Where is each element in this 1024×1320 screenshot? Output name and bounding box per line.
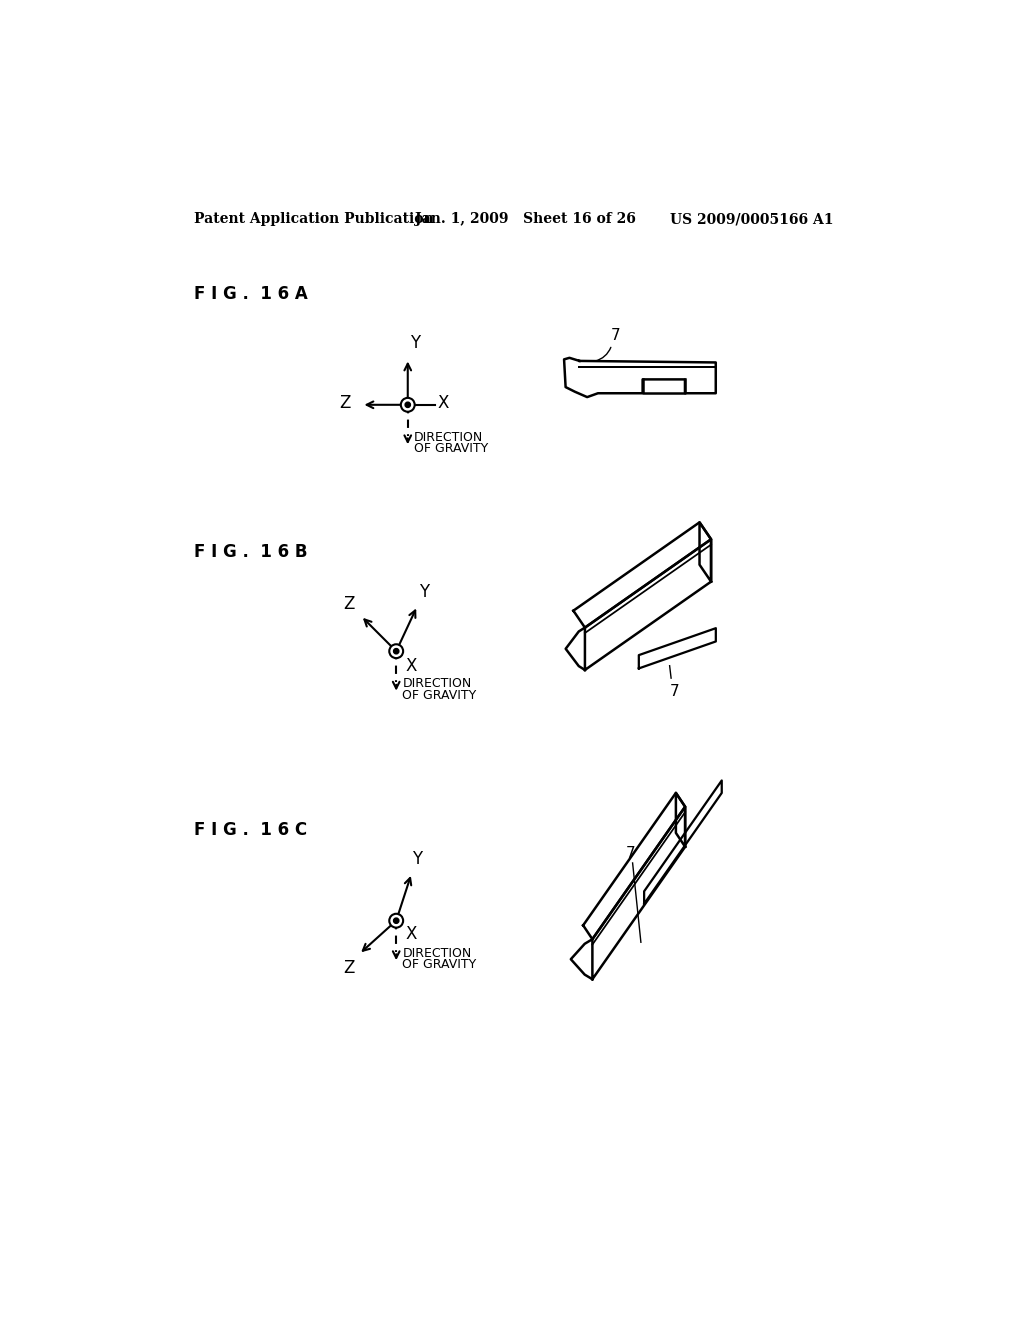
Text: 7: 7 [627,846,636,861]
Text: Y: Y [410,334,420,352]
Circle shape [400,397,415,412]
Text: Z: Z [343,958,354,977]
Circle shape [394,919,398,923]
Text: OF GRAVITY: OF GRAVITY [414,442,488,455]
Circle shape [406,403,410,407]
Text: US 2009/0005166 A1: US 2009/0005166 A1 [670,213,834,226]
Text: OF GRAVITY: OF GRAVITY [402,958,476,972]
Circle shape [389,644,403,659]
Text: F I G .  1 6 A: F I G . 1 6 A [194,285,307,304]
Text: 7: 7 [670,684,680,698]
Circle shape [394,649,398,653]
Text: X: X [438,395,450,412]
Text: Y: Y [412,850,422,869]
Text: DIRECTION: DIRECTION [402,677,472,690]
Text: Patent Application Publication: Patent Application Publication [194,213,433,226]
Text: Z: Z [339,395,351,412]
Text: 7: 7 [611,329,621,343]
Text: Y: Y [419,583,429,601]
Circle shape [389,913,403,928]
Text: Z: Z [343,595,354,612]
Text: F I G .  1 6 B: F I G . 1 6 B [194,544,307,561]
Text: X: X [406,657,417,676]
Text: DIRECTION: DIRECTION [414,430,483,444]
Text: OF GRAVITY: OF GRAVITY [402,689,476,702]
Text: F I G .  1 6 C: F I G . 1 6 C [194,821,307,838]
Text: Jan. 1, 2009   Sheet 16 of 26: Jan. 1, 2009 Sheet 16 of 26 [416,213,636,226]
Text: DIRECTION: DIRECTION [402,946,472,960]
Text: X: X [406,925,417,944]
